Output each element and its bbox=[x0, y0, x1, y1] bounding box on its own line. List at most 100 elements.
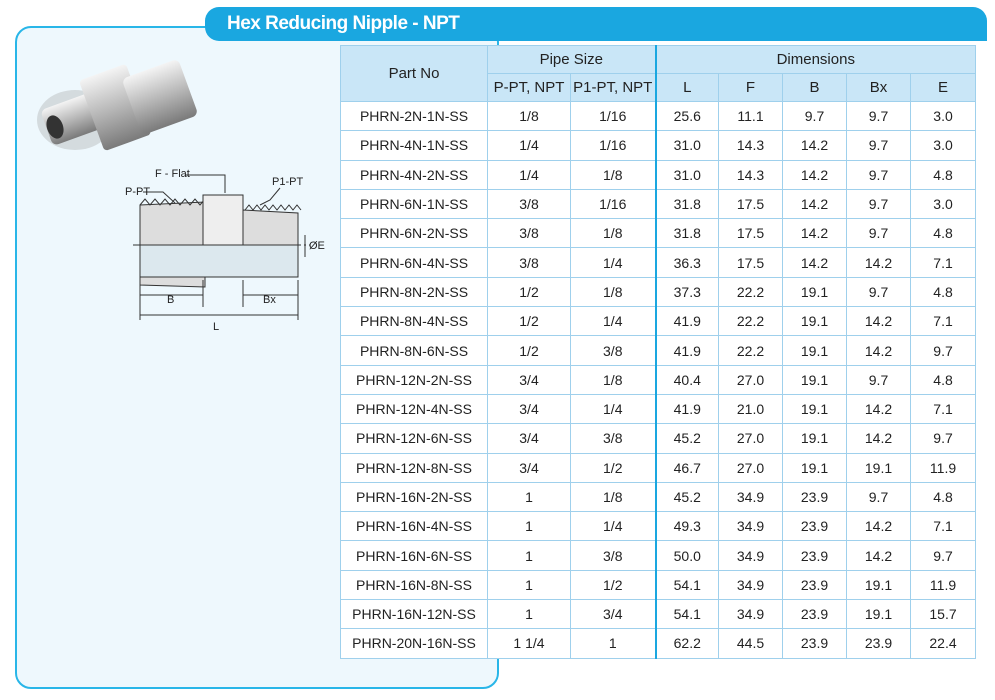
table-cell: 1/4 bbox=[487, 159, 571, 190]
table-cell: 19.1 bbox=[782, 393, 847, 425]
label-p1-pt: P1-PT bbox=[272, 176, 303, 188]
table-cell: PHRN-2N-1N-SS bbox=[340, 100, 488, 132]
table-cell: 1 bbox=[487, 540, 571, 571]
header-cell: F bbox=[718, 73, 783, 102]
table-cell: 19.1 bbox=[782, 452, 847, 483]
table-row: PHRN-8N-4N-SS 1/2 1/4 41.9 22.2 19.1 14.2 7.1 bbox=[340, 306, 977, 337]
table-cell: 49.3 bbox=[654, 511, 719, 542]
table-cell: 3/4 bbox=[487, 364, 571, 395]
table-cell: 41.9 bbox=[654, 306, 719, 337]
table-cell: 3/4 bbox=[487, 393, 571, 425]
table-cell: 1/8 bbox=[570, 276, 656, 308]
label-b: B bbox=[167, 294, 174, 306]
table-row: PHRN-8N-6N-SS 1/2 3/8 41.9 22.2 19.1 14.2 9.7 bbox=[340, 335, 977, 366]
table-cell: 4.8 bbox=[909, 218, 977, 249]
table-cell: 50.0 bbox=[654, 540, 719, 571]
table-row: PHRN-4N-1N-SS 1/4 1/16 31.0 14.3 14.2 9.7 3.0 bbox=[340, 130, 977, 161]
table-cell: 11.9 bbox=[909, 452, 977, 483]
title-tab: Hex Reducing Nipple - NPT bbox=[205, 7, 987, 41]
table-row: PHRN-16N-8N-SS 1 1/2 54.1 34.9 23.9 19.1 11.9 bbox=[340, 569, 977, 601]
table-cell: PHRN-6N-2N-SS bbox=[340, 218, 488, 249]
table-cell: 1/8 bbox=[570, 159, 656, 190]
table-cell: PHRN-8N-6N-SS bbox=[340, 335, 488, 366]
title: Hex Reducing Nipple - NPT bbox=[227, 13, 460, 34]
table-cell: 14.2 bbox=[782, 159, 847, 190]
table-cell: 9.7 bbox=[846, 364, 911, 395]
table-cell: PHRN-16N-6N-SS bbox=[340, 540, 488, 571]
table-cell: 1/4 bbox=[570, 393, 656, 425]
table-cell: 14.3 bbox=[718, 159, 783, 190]
table-cell: 1/4 bbox=[570, 511, 656, 542]
table-cell: 9.7 bbox=[909, 423, 977, 454]
table-cell: 14.2 bbox=[846, 423, 911, 454]
table-cell: 14.3 bbox=[718, 130, 783, 161]
table-cell: 17.5 bbox=[718, 218, 783, 249]
dimension-drawing bbox=[133, 174, 310, 320]
table-cell: 23.9 bbox=[782, 628, 847, 659]
table-cell: 19.1 bbox=[782, 335, 847, 366]
table-cell: PHRN-16N-2N-SS bbox=[340, 481, 488, 513]
table-cell: 9.7 bbox=[846, 100, 911, 132]
table-row: PHRN-12N-2N-SS 3/4 1/8 40.4 27.0 19.1 9.7 4.8 bbox=[340, 364, 977, 395]
table-cell: PHRN-12N-2N-SS bbox=[340, 364, 488, 395]
table-cell: 54.1 bbox=[654, 569, 719, 601]
table-cell: 1/8 bbox=[570, 218, 656, 249]
table-cell: 3/4 bbox=[487, 423, 571, 454]
table-cell: 4.8 bbox=[909, 276, 977, 308]
table-cell: 9.7 bbox=[909, 540, 977, 571]
table-cell: 1/8 bbox=[570, 364, 656, 395]
table-cell: PHRN-16N-8N-SS bbox=[340, 569, 488, 601]
table-row: PHRN-8N-2N-SS 1/2 1/8 37.3 22.2 19.1 9.7 4.8 bbox=[340, 276, 977, 308]
table-row: PHRN-16N-4N-SS 1 1/4 49.3 34.9 23.9 14.2 7.1 bbox=[340, 511, 977, 542]
header-cell: E bbox=[909, 73, 977, 102]
table-cell: 4.8 bbox=[909, 364, 977, 395]
table-cell: 1 bbox=[487, 569, 571, 601]
table-cell: 9.7 bbox=[846, 130, 911, 161]
table-row: PHRN-6N-4N-SS 3/8 1/4 36.3 17.5 14.2 14.2 7.1 bbox=[340, 247, 977, 278]
label-f-flat: F - Flat bbox=[155, 168, 190, 180]
table-cell: 19.1 bbox=[782, 276, 847, 308]
illustration: F - Flat P-PT P1-PT ØE B Bx L bbox=[37, 60, 325, 333]
table-cell: 36.3 bbox=[654, 247, 719, 278]
table-row: PHRN-2N-1N-SS 1/8 1/16 25.6 11.1 9.7 9.7 3.0 bbox=[340, 100, 977, 132]
header-cell: Dimensions bbox=[654, 45, 977, 74]
header-cell: P1-PT, NPT bbox=[570, 73, 656, 102]
table-cell: 3/8 bbox=[487, 188, 571, 220]
table-cell: 14.2 bbox=[846, 540, 911, 571]
header-cell: Pipe Size bbox=[487, 45, 656, 74]
table-cell: 41.9 bbox=[654, 393, 719, 425]
table-row: PHRN-6N-1N-SS 3/8 1/16 31.8 17.5 14.2 9.7 3.0 bbox=[340, 188, 977, 220]
table-cell: 44.5 bbox=[718, 628, 783, 659]
table-cell: 3.0 bbox=[909, 188, 977, 220]
header-cell: Part No bbox=[340, 45, 488, 102]
table-cell: PHRN-12N-6N-SS bbox=[340, 423, 488, 454]
table-cell: PHRN-12N-8N-SS bbox=[340, 452, 488, 483]
table-cell: 14.2 bbox=[782, 218, 847, 249]
table-cell: 23.9 bbox=[782, 599, 847, 630]
table-cell: 14.2 bbox=[782, 130, 847, 161]
table-cell: 22.2 bbox=[718, 335, 783, 366]
table-cell: PHRN-4N-2N-SS bbox=[340, 159, 488, 190]
table-cell: 34.9 bbox=[718, 481, 783, 513]
table-cell: 3/8 bbox=[487, 247, 571, 278]
table-cell: PHRN-8N-2N-SS bbox=[340, 276, 488, 308]
table-cell: PHRN-4N-1N-SS bbox=[340, 130, 488, 161]
table-cell: 3/8 bbox=[487, 218, 571, 249]
table-cell: 45.2 bbox=[654, 423, 719, 454]
table-cell: 14.2 bbox=[782, 188, 847, 220]
table-cell: 1 bbox=[570, 628, 656, 659]
table-row: PHRN-20N-16N-SS 1 1/4 1 62.2 44.5 23.9 23.9 22.… bbox=[340, 628, 977, 659]
table-cell: 45.2 bbox=[654, 481, 719, 513]
table-cell: 22.2 bbox=[718, 306, 783, 337]
dimension-table: Part No Pipe Size Dimensions P-PT, NPT P1… bbox=[340, 45, 977, 659]
table-cell: 11.9 bbox=[909, 569, 977, 601]
table-cell: 34.9 bbox=[718, 540, 783, 571]
table-cell: 1/2 bbox=[487, 306, 571, 337]
table-cell: 1/2 bbox=[487, 335, 571, 366]
table-cell: 1 bbox=[487, 599, 571, 630]
table-cell: 1/2 bbox=[570, 452, 656, 483]
table-cell: 1/4 bbox=[570, 306, 656, 337]
table-cell: 31.8 bbox=[654, 218, 719, 249]
header-cell: Bx bbox=[846, 73, 911, 102]
